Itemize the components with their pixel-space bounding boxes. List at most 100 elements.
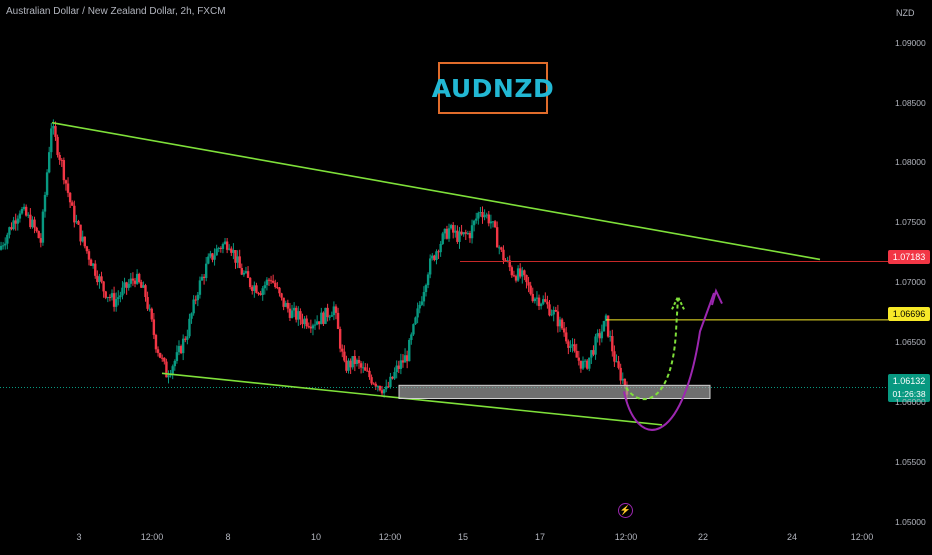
bear-candle — [165, 361, 168, 378]
price-axis-label: 1.08500 — [895, 97, 926, 108]
bear-candle — [357, 359, 361, 364]
bear-candle — [468, 232, 472, 239]
bear-candle — [456, 230, 459, 242]
bear-candle — [309, 326, 313, 329]
symbol-title[interactable]: Australian Dollar / New Zealand Dollar, … — [6, 6, 226, 17]
bear-candle — [125, 282, 128, 288]
bearish-then-bullish-projection — [623, 292, 715, 431]
bull-candle — [435, 251, 438, 261]
bull-candle — [521, 270, 524, 277]
lower-trendline — [161, 372, 663, 426]
bull-candle — [213, 255, 216, 260]
bull-candle — [424, 285, 428, 293]
time-axis-label: 22 — [697, 532, 709, 542]
drawings-layer — [0, 121, 888, 431]
bear-candle — [445, 228, 449, 239]
bear-candle — [334, 306, 338, 313]
bull-candle — [181, 338, 185, 354]
bull-candle — [142, 285, 145, 288]
bear-candle — [433, 255, 436, 261]
bull-candle — [431, 255, 434, 259]
time-axis-label: 3 — [76, 532, 82, 542]
alternate-projection — [625, 297, 679, 401]
bull-candle — [0, 245, 3, 250]
lightning-icon[interactable]: ⚡ — [618, 503, 633, 518]
bear-candle — [460, 231, 463, 235]
bull-candle — [315, 321, 319, 325]
bull-candle — [18, 213, 22, 219]
bear-candle — [194, 299, 197, 301]
bear-candle — [391, 376, 394, 379]
bear-candle — [295, 307, 298, 320]
bear-candle — [238, 256, 241, 268]
bear-candle — [79, 224, 82, 242]
bear-candle — [108, 297, 112, 299]
bull-candle — [600, 331, 604, 339]
bear-candle — [613, 351, 616, 362]
bear-candle — [374, 383, 377, 387]
bull-candle — [81, 236, 84, 242]
bear-candle — [585, 360, 589, 369]
bull-candle — [204, 263, 208, 278]
bull-candle — [550, 314, 553, 316]
bull-candle — [382, 389, 386, 394]
bear-candle — [556, 311, 560, 327]
bull-candle — [422, 292, 426, 302]
bull-candle — [284, 302, 287, 307]
bull-candle — [393, 372, 396, 379]
bull-candle — [571, 344, 574, 347]
bear-candle — [54, 126, 57, 137]
price-axis-label: 1.06500 — [895, 337, 926, 348]
bear-candle — [219, 247, 223, 249]
bear-candle — [364, 367, 367, 371]
bull-candle — [12, 220, 15, 230]
bull-candle — [117, 297, 120, 299]
bull-candle — [190, 313, 193, 319]
bull-candle — [621, 378, 624, 381]
bull-candle — [119, 295, 122, 298]
bear-candle — [562, 328, 566, 333]
bull-candle — [265, 279, 269, 286]
bull-candle — [106, 297, 110, 299]
bear-candle — [280, 293, 283, 298]
time-axis-label: 12:00 — [850, 532, 874, 542]
bear-candle — [565, 332, 568, 342]
bull-candle — [590, 350, 593, 358]
bear-candle — [336, 312, 340, 329]
bear-candle — [144, 285, 147, 297]
price-axis-label: 1.06000 — [895, 397, 926, 408]
bear-candle — [35, 227, 38, 232]
bull-candle — [223, 241, 227, 245]
bull-candle — [609, 336, 612, 338]
bull-candle — [506, 260, 509, 262]
bull-candle — [129, 278, 133, 284]
bull-candle — [588, 357, 591, 369]
bear-candle — [56, 136, 59, 155]
bull-candle — [91, 263, 95, 266]
bull-candle — [447, 228, 451, 239]
bull-candle — [516, 268, 520, 281]
bull-candle — [408, 339, 411, 362]
bear-candle — [248, 277, 252, 288]
bear-candle — [62, 160, 66, 181]
bear-candle — [512, 275, 516, 277]
bull-candle — [198, 280, 202, 295]
bear-candle — [353, 356, 357, 364]
bull-candle — [332, 306, 336, 316]
bull-candle — [253, 285, 256, 291]
bear-candle — [606, 315, 610, 337]
bull-candle — [454, 230, 457, 233]
bear-candle — [10, 227, 13, 230]
bull-candle — [43, 194, 47, 212]
price-axis-label: 1.09000 — [895, 37, 926, 48]
bull-candle — [4, 243, 7, 246]
bull-candle — [410, 334, 413, 340]
bear-candle — [83, 236, 86, 247]
bear-candle — [554, 309, 557, 312]
bear-candle — [257, 292, 260, 294]
bear-candle — [240, 267, 243, 275]
bull-candle — [539, 303, 543, 307]
bear-candle — [338, 328, 342, 349]
